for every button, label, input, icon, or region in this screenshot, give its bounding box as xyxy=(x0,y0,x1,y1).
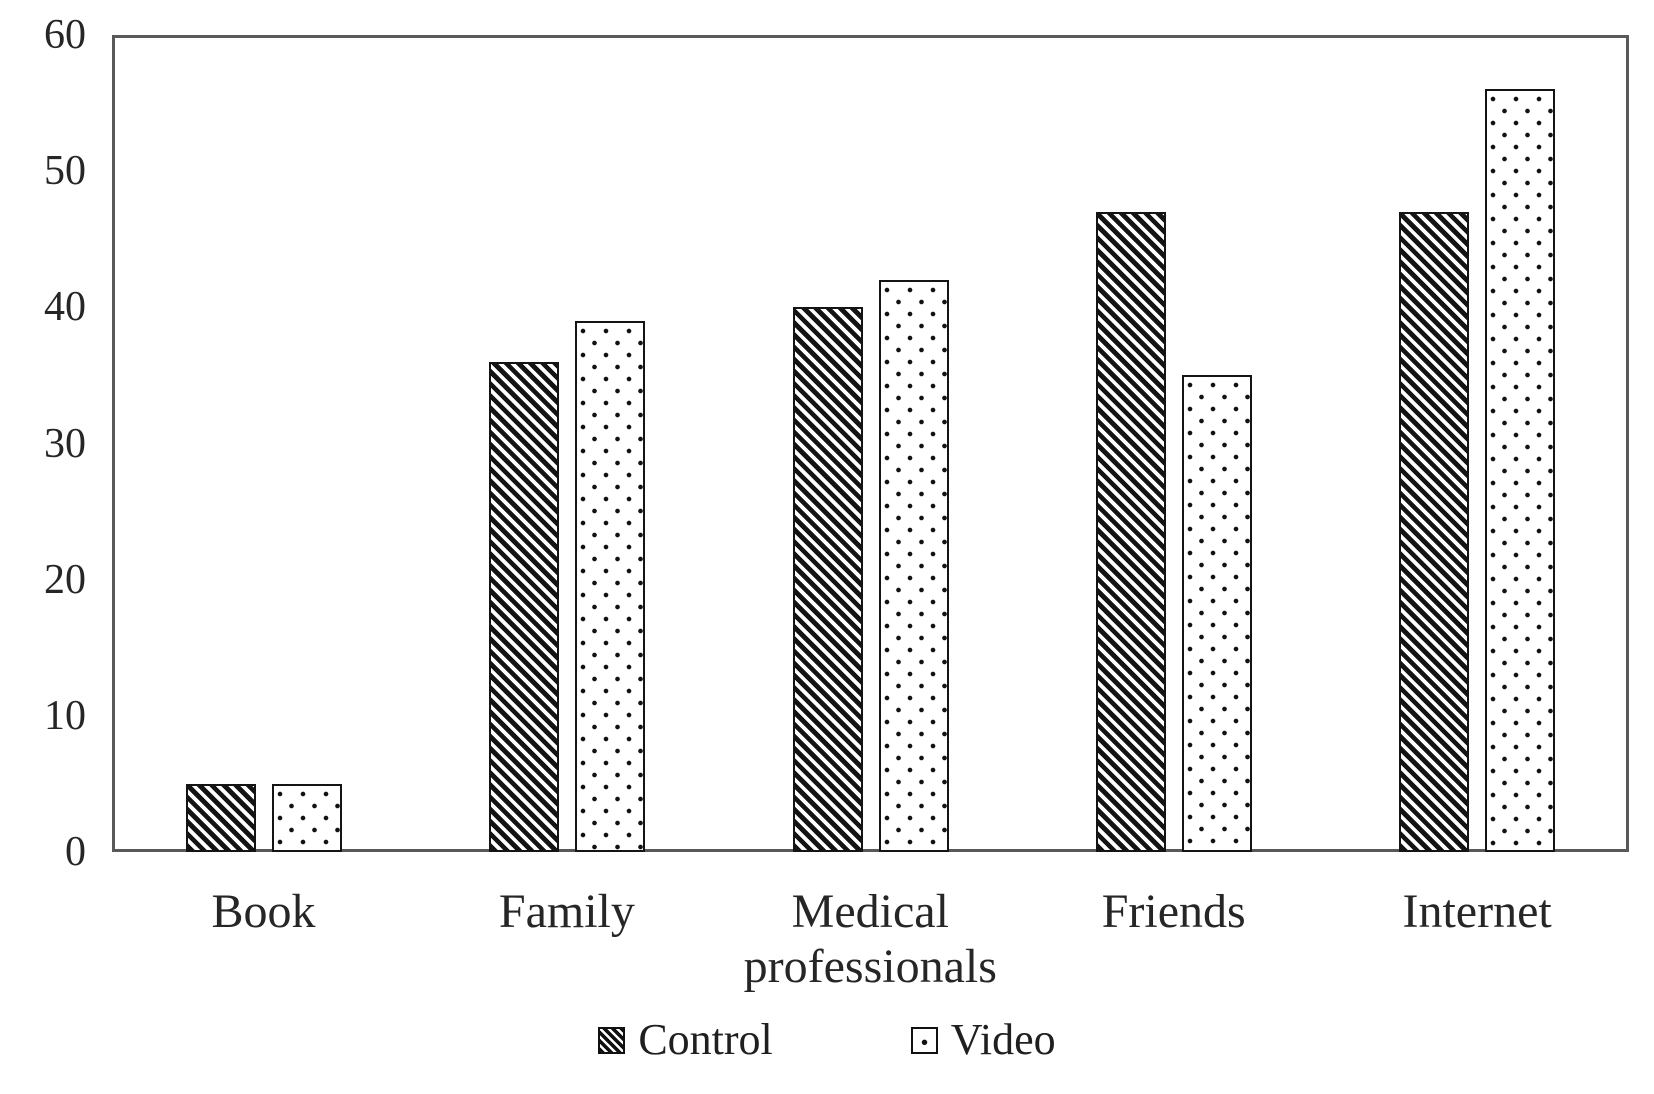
legend-swatch-control-icon xyxy=(598,1026,626,1054)
plot-area xyxy=(112,35,1629,852)
legend-item-video: Video xyxy=(910,1015,1056,1064)
legend-label-video: Video xyxy=(950,1015,1056,1064)
bar-control-family xyxy=(489,361,560,852)
bar-video-medical-professionals xyxy=(878,280,949,852)
legend-item-control: Control xyxy=(598,1015,773,1064)
bar-control-book xyxy=(185,783,256,852)
bar-control-friends xyxy=(1095,212,1166,852)
y-tick-label-60: 60 xyxy=(44,12,86,58)
legend: Control Video xyxy=(0,1018,1654,1062)
x-axis-label-friends: Friends xyxy=(1101,885,1246,938)
y-tick-label-50: 50 xyxy=(44,148,86,195)
y-tick-label-20: 20 xyxy=(44,556,86,603)
bar-video-book xyxy=(271,783,342,852)
x-axis-label-medical-professionals: Medical professionals xyxy=(743,885,997,994)
bar-control-medical-professionals xyxy=(792,307,863,852)
bar-video-internet xyxy=(1485,89,1556,852)
y-tick-label-40: 40 xyxy=(44,284,86,331)
legend-swatch-video-icon xyxy=(910,1026,938,1054)
x-axis-label-family: Family xyxy=(498,885,635,938)
y-tick-label-10: 10 xyxy=(44,692,86,739)
y-tick-label-30: 30 xyxy=(44,420,86,467)
bar-video-family xyxy=(575,320,646,852)
x-axis-label-book: Book xyxy=(211,885,316,938)
bar-video-friends xyxy=(1181,375,1252,852)
legend-label-control: Control xyxy=(638,1015,773,1064)
x-axis-label-internet: Internet xyxy=(1402,885,1552,938)
y-tick-label-0: 0 xyxy=(65,829,86,875)
bar-control-internet xyxy=(1399,212,1470,852)
